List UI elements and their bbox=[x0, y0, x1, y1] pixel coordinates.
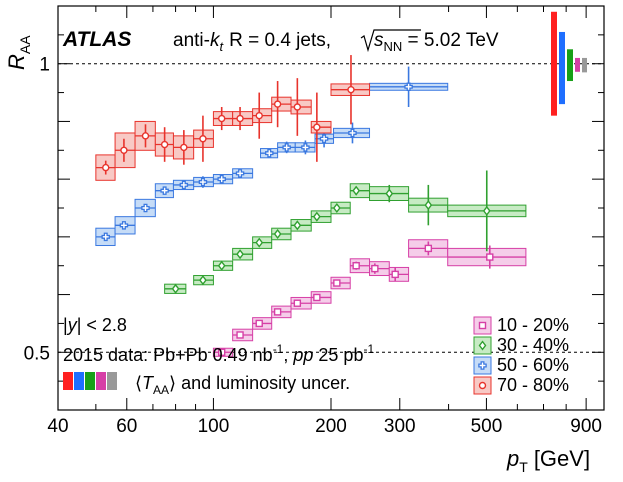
swatch-bar bbox=[96, 372, 106, 390]
x-tick-label: 200 bbox=[315, 416, 347, 437]
header-title: anti-kt R = 0.4 jets, bbox=[173, 30, 331, 54]
rapidity-cut: |y| < 2.8 bbox=[63, 315, 127, 335]
data-lumi: 2015 data: Pb+Pb 0.49 nb-1, pp 25 pb-1 bbox=[63, 342, 374, 365]
marker-circle bbox=[160, 140, 169, 149]
marker-circle bbox=[255, 111, 263, 120]
marker-diamond bbox=[255, 237, 264, 248]
swatch-bar bbox=[107, 372, 117, 390]
marker-diamond bbox=[478, 340, 487, 351]
series-70-80% bbox=[95, 55, 371, 181]
marker-square bbox=[313, 293, 321, 302]
norm-uncertainty-bar bbox=[575, 57, 580, 72]
marker-square bbox=[218, 348, 226, 356]
x-tick-label: 40 bbox=[47, 416, 68, 437]
norm-uncertainty-bar bbox=[582, 57, 587, 73]
marker-cross bbox=[179, 180, 189, 190]
atlas-label: ATLAS bbox=[62, 28, 131, 51]
marker-cross bbox=[319, 134, 329, 143]
legend-label: 50 - 60% bbox=[497, 355, 569, 375]
marker-square bbox=[236, 331, 244, 339]
marker-cross bbox=[235, 169, 245, 178]
x-tick-label: 500 bbox=[471, 416, 503, 437]
marker-square bbox=[371, 264, 379, 273]
marker-diamond bbox=[385, 188, 394, 199]
marker-diamond bbox=[293, 220, 302, 231]
swatch-bar bbox=[85, 372, 95, 390]
swatch-bar bbox=[63, 372, 73, 390]
sqrt-sign bbox=[360, 29, 421, 53]
legend: 10 - 20%30 - 40%50 - 60%70 - 80% bbox=[473, 315, 569, 395]
marker-diamond bbox=[332, 202, 341, 214]
marker-diamond bbox=[312, 211, 321, 222]
swatch-bar bbox=[74, 372, 84, 390]
marker-square bbox=[424, 244, 433, 253]
header-energy: sNN = 5.02 TeV bbox=[374, 30, 499, 54]
marker-circle bbox=[313, 123, 321, 131]
marker-square bbox=[486, 253, 494, 261]
y-tick-label: 1 bbox=[39, 55, 50, 76]
marker-diamond bbox=[171, 283, 180, 294]
marker-cross bbox=[217, 174, 226, 184]
marker-circle bbox=[273, 100, 282, 108]
series-10-20% bbox=[212, 239, 527, 357]
marker-cross bbox=[141, 203, 150, 213]
norm-uncertainty-bar bbox=[567, 49, 573, 82]
uncertainty-swatch bbox=[63, 372, 117, 390]
marker-cross bbox=[282, 143, 291, 152]
marker-diamond bbox=[217, 260, 226, 271]
legend-label: 70 - 80% bbox=[497, 375, 569, 395]
marker-circle bbox=[478, 381, 487, 390]
marker-circle bbox=[199, 135, 207, 143]
marker-cross bbox=[478, 361, 487, 370]
marker-square bbox=[352, 262, 360, 270]
marker-cross bbox=[160, 186, 169, 195]
marker-square bbox=[293, 299, 302, 307]
marker-circle bbox=[236, 114, 244, 123]
y-axis-label: RAA bbox=[4, 35, 33, 70]
series-50-60% bbox=[95, 66, 449, 247]
y-tick-label: 0.5 bbox=[24, 343, 50, 364]
marker-diamond bbox=[236, 249, 244, 260]
series-30-40% bbox=[164, 170, 527, 294]
marker-diamond bbox=[424, 200, 433, 211]
legend-label: 10 - 20% bbox=[497, 315, 569, 335]
legend-label: 30 - 40% bbox=[497, 335, 569, 355]
marker-circle bbox=[347, 85, 355, 94]
marker-diamond bbox=[273, 228, 282, 240]
marker-square bbox=[391, 270, 399, 279]
x-tick-label: 900 bbox=[570, 416, 602, 437]
norm-uncertainty-bar bbox=[559, 31, 565, 105]
marker-diamond bbox=[199, 275, 207, 286]
marker-circle bbox=[120, 146, 128, 154]
marker-cross bbox=[301, 143, 310, 152]
marker-cross bbox=[198, 177, 208, 187]
x-axis-label: pT [GeV] bbox=[506, 446, 590, 475]
marker-circle bbox=[218, 114, 226, 123]
norm-uncertainty-bar bbox=[551, 11, 557, 116]
marker-cross bbox=[348, 128, 357, 138]
marker-diamond bbox=[482, 205, 491, 216]
marker-square bbox=[333, 279, 341, 287]
marker-cross bbox=[119, 221, 129, 230]
marker-cross bbox=[101, 232, 110, 242]
marker-circle bbox=[180, 143, 188, 152]
marker-circle bbox=[141, 132, 150, 140]
marker-diamond bbox=[352, 185, 361, 196]
x-tick-label: 100 bbox=[198, 416, 230, 437]
marker-circle bbox=[293, 103, 302, 111]
taa-uncertainty: ⟨TAA⟩ and luminosity uncer. bbox=[135, 373, 350, 397]
x-tick-label: 60 bbox=[116, 416, 137, 437]
marker-square bbox=[273, 308, 282, 316]
marker-square bbox=[478, 321, 487, 330]
x-tick-label: 300 bbox=[384, 416, 416, 437]
marker-cross bbox=[265, 148, 274, 158]
marker-square bbox=[255, 319, 263, 328]
marker-circle bbox=[102, 163, 110, 172]
marker-cross bbox=[404, 82, 413, 92]
